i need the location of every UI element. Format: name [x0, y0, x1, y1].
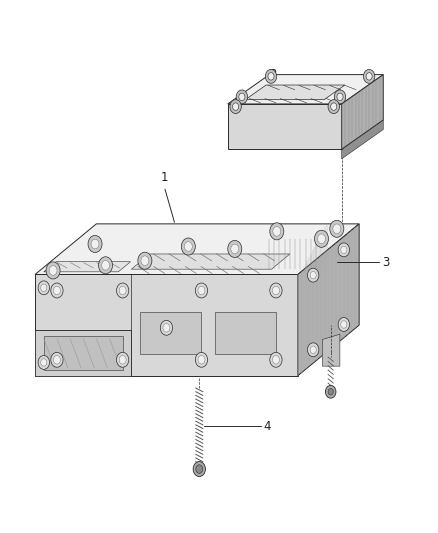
Circle shape	[193, 462, 205, 477]
Circle shape	[53, 356, 60, 364]
Circle shape	[138, 252, 152, 269]
Circle shape	[38, 356, 49, 369]
Circle shape	[270, 283, 282, 298]
Polygon shape	[35, 330, 131, 376]
Circle shape	[51, 352, 63, 367]
Circle shape	[198, 286, 205, 295]
Circle shape	[38, 281, 49, 295]
Circle shape	[307, 343, 319, 357]
Circle shape	[119, 286, 126, 295]
Circle shape	[141, 256, 149, 265]
Circle shape	[330, 220, 344, 237]
Circle shape	[268, 72, 274, 80]
Circle shape	[366, 72, 372, 80]
Circle shape	[46, 262, 60, 279]
Circle shape	[239, 93, 245, 101]
Text: 4: 4	[264, 420, 271, 433]
Circle shape	[310, 271, 316, 279]
Circle shape	[338, 318, 350, 332]
Circle shape	[184, 241, 192, 252]
Circle shape	[231, 244, 239, 254]
Circle shape	[364, 69, 375, 83]
Polygon shape	[35, 274, 298, 376]
Circle shape	[333, 224, 341, 233]
Circle shape	[314, 230, 328, 247]
Circle shape	[310, 346, 316, 353]
Circle shape	[163, 324, 170, 332]
Circle shape	[328, 100, 339, 114]
Circle shape	[307, 268, 319, 282]
Circle shape	[318, 234, 325, 244]
Text: 3: 3	[382, 256, 389, 269]
Circle shape	[270, 223, 284, 240]
Polygon shape	[44, 336, 123, 370]
Polygon shape	[140, 312, 201, 354]
Circle shape	[51, 283, 63, 298]
Circle shape	[196, 465, 203, 473]
Circle shape	[334, 90, 346, 104]
Circle shape	[181, 238, 195, 255]
Circle shape	[228, 240, 242, 257]
Circle shape	[88, 236, 102, 253]
Polygon shape	[342, 75, 383, 149]
Circle shape	[341, 321, 347, 328]
Polygon shape	[35, 224, 359, 274]
Circle shape	[337, 93, 343, 101]
Circle shape	[119, 356, 126, 364]
Polygon shape	[131, 254, 290, 269]
Circle shape	[49, 265, 57, 275]
Circle shape	[102, 261, 110, 270]
Circle shape	[195, 352, 208, 367]
Polygon shape	[322, 334, 340, 366]
Circle shape	[328, 389, 333, 395]
Circle shape	[198, 356, 205, 364]
Circle shape	[273, 227, 281, 236]
Circle shape	[272, 286, 279, 295]
Circle shape	[338, 243, 350, 257]
Circle shape	[117, 283, 129, 298]
Polygon shape	[228, 104, 342, 149]
Circle shape	[331, 103, 337, 110]
Circle shape	[41, 359, 47, 366]
Circle shape	[230, 100, 241, 114]
Text: 1: 1	[160, 171, 168, 184]
Circle shape	[195, 283, 208, 298]
Circle shape	[325, 385, 336, 398]
Circle shape	[160, 320, 173, 335]
Polygon shape	[245, 85, 345, 100]
Polygon shape	[298, 224, 359, 376]
Text: 2: 2	[268, 68, 276, 81]
Circle shape	[99, 257, 113, 274]
Circle shape	[41, 284, 47, 292]
Circle shape	[236, 90, 247, 104]
Circle shape	[270, 352, 282, 367]
Circle shape	[53, 286, 60, 295]
Circle shape	[272, 356, 279, 364]
Circle shape	[233, 103, 239, 110]
Circle shape	[117, 352, 129, 367]
Circle shape	[341, 246, 347, 254]
Polygon shape	[228, 75, 383, 104]
Polygon shape	[215, 312, 276, 354]
Polygon shape	[342, 120, 383, 159]
Circle shape	[91, 239, 99, 249]
Polygon shape	[44, 262, 131, 272]
Circle shape	[265, 69, 277, 83]
